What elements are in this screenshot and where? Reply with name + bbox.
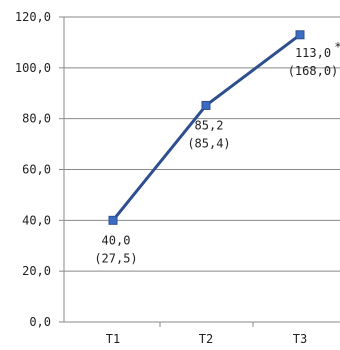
data-label: 40,0: [102, 233, 131, 247]
data-labels-layer: 40,0 (27,5) 85,2 (85,4) 113,0 (168,0) *: [94, 40, 340, 266]
y-tick-label: 60,0: [22, 163, 51, 177]
y-tick-label: 20,0: [22, 264, 51, 278]
data-point: [108, 215, 118, 225]
y-tick-label: 80,0: [22, 112, 51, 126]
data-point: [295, 30, 305, 40]
data-label-secondary: (168,0): [288, 64, 339, 78]
x-tick-label: T1: [106, 332, 120, 346]
data-label-secondary: (27,5): [94, 251, 137, 265]
y-tick-label: 0,0: [29, 315, 51, 329]
data-label: 85,2: [195, 118, 224, 132]
x-tick-label: T3: [293, 332, 307, 346]
data-point: [201, 100, 211, 110]
data-label: 113,0: [295, 46, 331, 60]
annotation: *: [334, 40, 340, 54]
series-layer: [108, 30, 305, 225]
y-tick-label: 120,0: [15, 10, 51, 24]
data-label-secondary: (85,4): [187, 136, 230, 150]
x-axis: T1 T2 T3: [64, 321, 340, 346]
y-tick-label: 40,0: [22, 213, 51, 227]
y-axis: 0,0 20,0 40,0 60,0 80,0 100,0 120,0: [15, 10, 65, 329]
y-tick-label: 100,0: [15, 61, 51, 75]
x-tick-label: T2: [199, 332, 213, 346]
